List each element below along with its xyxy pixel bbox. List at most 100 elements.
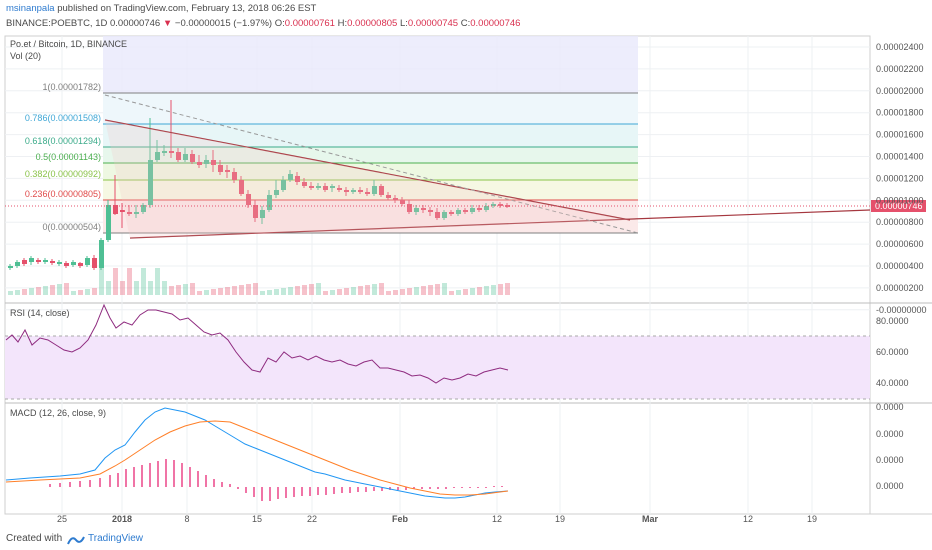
candle-body xyxy=(484,206,489,210)
candle-body xyxy=(344,190,349,192)
candle-body xyxy=(22,260,27,264)
fib-level-label: 1(0.00001782) xyxy=(42,82,101,92)
resistance-trendline[interactable] xyxy=(104,119,631,221)
last-price: 0.00000746 xyxy=(110,18,161,29)
volume-bar xyxy=(225,287,230,295)
candle-body xyxy=(78,263,83,266)
candle-body xyxy=(162,151,167,153)
time-axis[interactable]: 25 2018 8 15 22 Feb 12 19 Mar 12 19 xyxy=(57,514,817,524)
volume-bar xyxy=(85,289,90,295)
volume-bar xyxy=(8,291,13,295)
volume-bar xyxy=(491,285,496,295)
candle-body xyxy=(323,186,328,190)
fib-level-label: 0.236(0.00000805) xyxy=(24,189,101,199)
publish-line: msinanpala published on TradingView.com,… xyxy=(6,2,316,16)
candle-body xyxy=(141,205,146,212)
volume-bar xyxy=(421,286,426,295)
candle-body xyxy=(358,190,363,192)
candle-body xyxy=(183,154,188,160)
price-tick-label: 0.00001000 xyxy=(876,195,924,205)
fib-highlight-zone xyxy=(103,36,638,93)
time-tick-label: Feb xyxy=(392,514,409,524)
last-price-tag: 0.00000746 xyxy=(875,201,923,211)
candle-body xyxy=(36,260,41,262)
candle-body xyxy=(386,195,391,198)
macd-histogram xyxy=(49,459,503,501)
candle-body xyxy=(176,152,181,160)
volume-bar xyxy=(57,284,62,295)
candle-body xyxy=(155,152,160,160)
volume-bar xyxy=(148,281,153,295)
volume-bars xyxy=(8,268,510,295)
price-tick-label: -0.00000000 xyxy=(876,305,927,315)
candle-body xyxy=(288,174,293,180)
candle-body xyxy=(470,208,475,212)
volume-bar xyxy=(281,288,286,295)
rsi-axis[interactable]: 80.0000 60.0000 40.0000 xyxy=(876,316,909,388)
support-trendline[interactable] xyxy=(129,209,871,239)
candle-body xyxy=(442,212,447,218)
volume-bar xyxy=(393,290,398,295)
macd-line xyxy=(5,407,509,499)
macd-tick-label: 0.0000 xyxy=(876,455,904,465)
symbol-label: BINANCE:POEBTC, 1D xyxy=(6,18,108,29)
candle-body xyxy=(71,262,76,265)
candle-body xyxy=(8,266,13,268)
time-tick-label: 19 xyxy=(555,514,565,524)
volume-bar xyxy=(323,291,328,295)
author-link[interactable]: msinanpala xyxy=(6,3,55,14)
candle-body xyxy=(120,210,125,212)
high-label: H: xyxy=(337,18,348,29)
volume-bar xyxy=(400,289,405,295)
candle-body xyxy=(85,258,90,265)
fib-zone xyxy=(103,180,638,200)
price-tick-label: 0.00001600 xyxy=(876,130,924,140)
main-pane-title: Po.et / Bitcoin, 1D, BINANCE xyxy=(10,39,128,49)
volume-bar xyxy=(64,283,69,295)
publish-text: published on TradingView.com, February 1… xyxy=(54,3,317,14)
volume-bar xyxy=(463,289,468,295)
down-arrow-icon: ▼ xyxy=(162,18,173,29)
candle-body xyxy=(372,186,377,194)
candle-body xyxy=(211,160,216,165)
open-value: 0.00000761 xyxy=(284,18,335,29)
candle-body xyxy=(456,210,461,214)
price-tick-label: 0.00002200 xyxy=(876,64,924,74)
time-tick-label: 12 xyxy=(743,514,753,524)
volume-bar xyxy=(127,268,132,295)
volume-bar xyxy=(505,283,510,295)
candle-body xyxy=(64,263,69,266)
volume-bar xyxy=(218,288,223,295)
candle-body xyxy=(414,208,419,212)
volume-bar xyxy=(358,286,363,295)
macd-tick-label: 0.0000 xyxy=(876,402,904,412)
candle-body xyxy=(477,208,482,210)
rsi-band xyxy=(5,336,870,399)
candle-body xyxy=(337,188,342,190)
volume-bar xyxy=(92,288,97,295)
price-axis[interactable]: 0.00002400 0.00002200 0.00002000 0.00001800… xyxy=(876,42,927,315)
volume-bar xyxy=(232,286,237,295)
candle-body xyxy=(99,240,104,268)
tradingview-brand-link[interactable]: TradingView xyxy=(88,533,144,544)
dashed-trendline[interactable] xyxy=(104,94,639,234)
volume-bar xyxy=(183,284,188,295)
volume-bar xyxy=(267,290,272,295)
volume-bar xyxy=(337,289,342,295)
high-value: 0.00000805 xyxy=(347,18,398,29)
low-label: L: xyxy=(399,18,408,29)
candle-body xyxy=(113,205,118,214)
rsi-tick-label: 80.0000 xyxy=(876,316,909,326)
volume-bar xyxy=(288,287,293,295)
price-chart[interactable]: 0.00000746 0.00002400 0.00002200 0.0000200… xyxy=(0,0,932,528)
candle-body xyxy=(281,180,286,190)
open-label: O: xyxy=(274,18,285,29)
volume-bar xyxy=(344,288,349,295)
volume-bar xyxy=(449,291,454,295)
volume-bar xyxy=(477,287,482,295)
price-tick-label: 0.00001400 xyxy=(876,152,924,162)
candle-body xyxy=(134,212,139,214)
candle-body xyxy=(365,192,370,194)
volume-bar xyxy=(351,287,356,295)
macd-axis[interactable]: 0.0000 0.0000 0.0000 0.0000 xyxy=(876,402,904,491)
